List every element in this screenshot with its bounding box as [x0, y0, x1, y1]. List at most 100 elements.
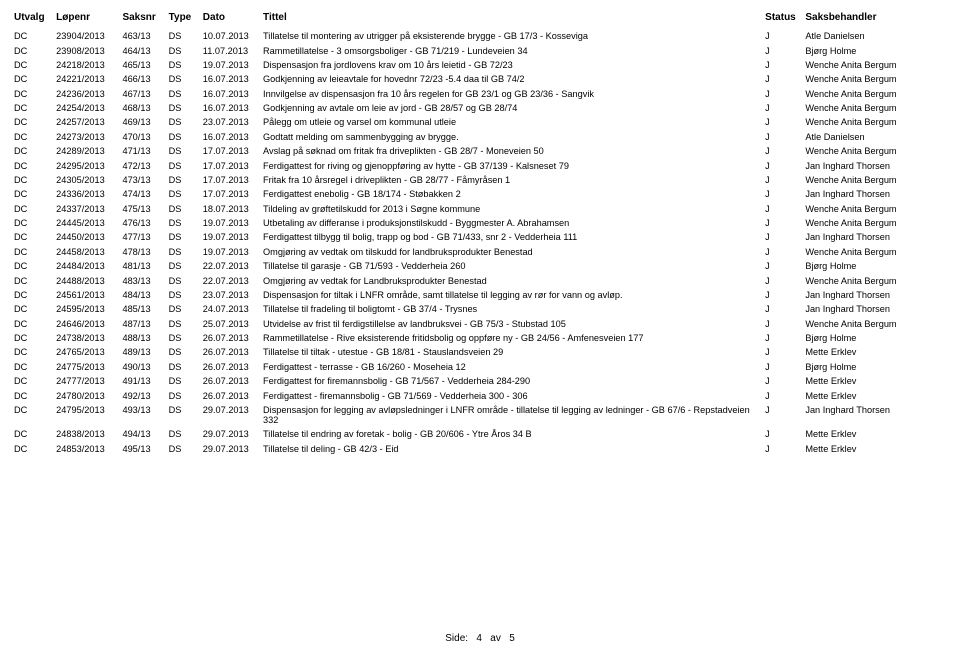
table-row: DC24853/2013495/13DS29.07.2013Tillatelse… [14, 442, 946, 456]
cell-saksbehandler: Jan Inghard Thorsen [805, 302, 946, 316]
cell-dato: 23.07.2013 [203, 115, 263, 129]
cell-saksbehandler: Wenche Anita Bergum [805, 115, 946, 129]
cell-tittel: Tillatelse til garasje - GB 71/593 - Ved… [263, 259, 765, 273]
cell-type: DS [169, 158, 203, 172]
cell-tittel: Omgjøring av vedtak om tilskudd for land… [263, 245, 765, 259]
cell-saksbehandler: Bjørg Holme [805, 360, 946, 374]
cell-status: J [765, 317, 805, 331]
cell-saksbehandler: Wenche Anita Bergum [805, 216, 946, 230]
cell-dato: 17.07.2013 [203, 187, 263, 201]
col-saksbehandler: Saksbehandler [805, 10, 946, 29]
table-row: DC24295/2013472/13DS17.07.2013Ferdigatte… [14, 158, 946, 172]
cell-dato: 11.07.2013 [203, 43, 263, 57]
cell-type: DS [169, 187, 203, 201]
table-row: DC24257/2013469/13DS23.07.2013Pålegg om … [14, 115, 946, 129]
cell-saksnr: 476/13 [122, 216, 168, 230]
table-row: DC24445/2013476/13DS19.07.2013Utbetaling… [14, 216, 946, 230]
cell-lopenr: 24838/2013 [56, 427, 122, 441]
cell-status: J [765, 58, 805, 72]
cell-utvalg: DC [14, 288, 56, 302]
footer-av-label: av [490, 633, 501, 644]
cell-status: J [765, 302, 805, 316]
cell-dato: 19.07.2013 [203, 245, 263, 259]
cell-saksbehandler: Wenche Anita Bergum [805, 87, 946, 101]
cell-type: DS [169, 273, 203, 287]
table-row: DC24254/2013468/13DS16.07.2013Godkjennin… [14, 101, 946, 115]
cell-type: DS [169, 87, 203, 101]
cell-dato: 16.07.2013 [203, 87, 263, 101]
cell-saksnr: 466/13 [122, 72, 168, 86]
data-table: Utvalg Løpenr Saksnr Type Dato Tittel St… [14, 10, 946, 456]
cell-saksnr: 491/13 [122, 374, 168, 388]
col-tittel: Tittel [263, 10, 765, 29]
cell-dato: 19.07.2013 [203, 230, 263, 244]
page: Utvalg Løpenr Saksnr Type Dato Tittel St… [0, 0, 960, 650]
cell-tittel: Pålegg om utleie og varsel om kommunal u… [263, 115, 765, 129]
cell-tittel: Utvidelse av frist til ferdigstillelse a… [263, 317, 765, 331]
cell-dato: 22.07.2013 [203, 273, 263, 287]
cell-lopenr: 24795/2013 [56, 403, 122, 427]
cell-type: DS [169, 403, 203, 427]
cell-status: J [765, 360, 805, 374]
col-type: Type [169, 10, 203, 29]
cell-status: J [765, 173, 805, 187]
cell-utvalg: DC [14, 173, 56, 187]
cell-lopenr: 24458/2013 [56, 245, 122, 259]
cell-type: DS [169, 58, 203, 72]
cell-dato: 26.07.2013 [203, 388, 263, 402]
table-row: DC24488/2013483/13DS22.07.2013Omgjøring … [14, 273, 946, 287]
table-row: DC24336/2013474/13DS17.07.2013Ferdigatte… [14, 187, 946, 201]
cell-tittel: Dispensasjon for tiltak i LNFR område, s… [263, 288, 765, 302]
cell-tittel: Tillatelse til montering av utrigger på … [263, 29, 765, 43]
cell-tittel: Ferdigattest tilbygg til bolig, trapp og… [263, 230, 765, 244]
cell-saksnr: 475/13 [122, 202, 168, 216]
cell-lopenr: 24254/2013 [56, 101, 122, 115]
cell-type: DS [169, 202, 203, 216]
cell-lopenr: 24775/2013 [56, 360, 122, 374]
cell-saksbehandler: Mette Erklev [805, 427, 946, 441]
cell-lopenr: 24561/2013 [56, 288, 122, 302]
cell-type: DS [169, 259, 203, 273]
cell-saksnr: 494/13 [122, 427, 168, 441]
cell-lopenr: 24337/2013 [56, 202, 122, 216]
cell-utvalg: DC [14, 158, 56, 172]
cell-saksbehandler: Mette Erklev [805, 374, 946, 388]
cell-saksnr: 474/13 [122, 187, 168, 201]
cell-saksbehandler: Jan Inghard Thorsen [805, 158, 946, 172]
cell-type: DS [169, 331, 203, 345]
cell-utvalg: DC [14, 442, 56, 456]
cell-type: DS [169, 317, 203, 331]
cell-saksbehandler: Mette Erklev [805, 345, 946, 359]
cell-status: J [765, 130, 805, 144]
col-saksnr: Saksnr [122, 10, 168, 29]
cell-type: DS [169, 360, 203, 374]
cell-status: J [765, 427, 805, 441]
cell-lopenr: 24738/2013 [56, 331, 122, 345]
cell-dato: 26.07.2013 [203, 345, 263, 359]
table-row: DC24218/2013465/13DS19.07.2013Dispensasj… [14, 58, 946, 72]
cell-utvalg: DC [14, 144, 56, 158]
cell-saksnr: 488/13 [122, 331, 168, 345]
col-utvalg: Utvalg [14, 10, 56, 29]
cell-saksnr: 468/13 [122, 101, 168, 115]
cell-dato: 16.07.2013 [203, 101, 263, 115]
cell-status: J [765, 345, 805, 359]
table-row: DC24236/2013467/13DS16.07.2013Innvilgels… [14, 87, 946, 101]
cell-status: J [765, 216, 805, 230]
cell-saksbehandler: Wenche Anita Bergum [805, 101, 946, 115]
cell-lopenr: 24236/2013 [56, 87, 122, 101]
cell-lopenr: 24777/2013 [56, 374, 122, 388]
table-row: DC24273/2013470/13DS16.07.2013Godtatt me… [14, 130, 946, 144]
cell-tittel: Dispensasjon for legging av avløpslednin… [263, 403, 765, 427]
cell-utvalg: DC [14, 216, 56, 230]
cell-utvalg: DC [14, 43, 56, 57]
cell-lopenr: 24273/2013 [56, 130, 122, 144]
cell-type: DS [169, 345, 203, 359]
cell-saksnr: 487/13 [122, 317, 168, 331]
cell-utvalg: DC [14, 87, 56, 101]
cell-type: DS [169, 115, 203, 129]
cell-lopenr: 24853/2013 [56, 442, 122, 456]
cell-saksbehandler: Atle Danielsen [805, 29, 946, 43]
cell-saksnr: 471/13 [122, 144, 168, 158]
table-row: DC24337/2013475/13DS18.07.2013Tildeling … [14, 202, 946, 216]
